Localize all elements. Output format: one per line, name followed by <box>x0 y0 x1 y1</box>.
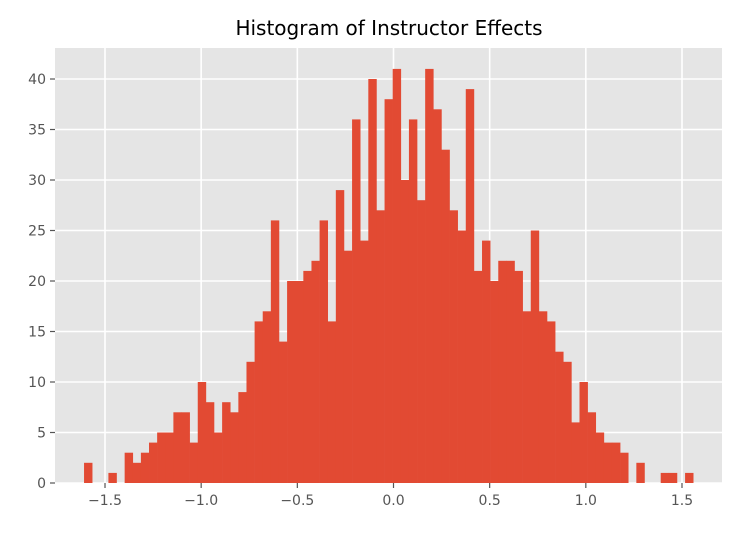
histogram-bar <box>425 68 434 483</box>
histogram-bar <box>603 442 613 483</box>
histogram-bar <box>571 422 580 483</box>
histogram-bar <box>84 462 93 483</box>
y-tick-label: 30 <box>28 173 46 189</box>
histogram-bar <box>319 220 329 483</box>
histogram-bar <box>327 321 337 483</box>
histogram-bar <box>173 412 182 483</box>
histogram-bar <box>352 119 361 483</box>
histogram-bar <box>465 89 475 484</box>
histogram-bar <box>587 412 597 483</box>
x-tick-label: −1.5 <box>88 493 122 509</box>
histogram-bar <box>222 402 231 483</box>
y-tick-label: 15 <box>28 325 46 341</box>
histogram-bar <box>514 270 523 483</box>
histogram-bar <box>685 472 694 483</box>
histogram-bar <box>360 240 369 483</box>
histogram-bar <box>482 240 491 483</box>
x-tick-label: −0.5 <box>280 493 314 509</box>
x-tick-label: −1.0 <box>184 493 218 509</box>
x-axis: −1.5 −1.0 −0.5 0.0 0.5 1.0 1.5 <box>88 483 693 509</box>
histogram-bar <box>246 361 255 483</box>
histogram-bar <box>417 200 426 484</box>
histogram-bar <box>140 452 150 483</box>
bars <box>84 68 694 484</box>
histogram-bar <box>238 392 247 483</box>
histogram-bar <box>181 412 190 483</box>
histogram-bar <box>384 99 393 483</box>
histogram-bar <box>392 68 402 483</box>
histogram-bar <box>668 472 678 483</box>
histogram-bar <box>506 260 515 483</box>
histogram-bar <box>555 351 564 483</box>
histogram-bar <box>408 119 418 483</box>
x-tick-label: 0.0 <box>382 493 404 509</box>
histogram-bar <box>165 432 174 483</box>
y-tick-label: 10 <box>28 375 46 391</box>
histogram-bar <box>457 230 467 483</box>
histogram-bar <box>270 220 280 483</box>
histogram-bar <box>278 341 288 483</box>
y-tick-label: 25 <box>28 224 46 240</box>
histogram-bar <box>538 311 548 483</box>
histogram-bar <box>368 79 377 483</box>
histogram-bar <box>149 442 158 483</box>
histogram-bar <box>660 472 670 483</box>
histogram-bar <box>262 311 272 483</box>
histogram-bar <box>490 281 499 483</box>
histogram-bar <box>530 230 540 483</box>
histogram-bar <box>254 321 264 483</box>
histogram-bar <box>287 281 296 483</box>
histogram-bar <box>311 260 320 483</box>
y-tick-label: 40 <box>28 72 46 88</box>
x-tick-label: 1.5 <box>671 493 693 509</box>
y-axis: 0 5 10 15 20 25 30 35 40 <box>28 72 55 492</box>
histogram-bar <box>230 412 239 483</box>
histogram-bar <box>197 382 207 483</box>
y-tick-label: 35 <box>28 123 46 139</box>
histogram-bar <box>595 432 605 483</box>
x-tick-label: 1.0 <box>575 493 597 509</box>
histogram-bar <box>522 311 532 483</box>
histogram-bar <box>132 462 142 483</box>
y-tick-label: 20 <box>28 274 46 290</box>
histogram-bar <box>547 321 556 483</box>
histogram-bar <box>433 109 442 483</box>
histogram-bar <box>303 270 312 483</box>
histogram-bar <box>189 442 199 483</box>
histogram-bar <box>473 270 483 483</box>
histogram-bar <box>563 361 572 483</box>
histogram-bar <box>376 210 385 483</box>
x-tick-label: 0.5 <box>479 493 501 509</box>
histogram-bar <box>400 180 410 483</box>
histogram-bar <box>620 452 629 483</box>
histogram-bar <box>295 281 304 483</box>
histogram-bar <box>636 462 645 483</box>
histogram-bar <box>213 432 223 483</box>
histogram-bar <box>205 402 215 483</box>
histogram-bar <box>108 472 117 483</box>
y-tick-label: 5 <box>37 426 46 442</box>
histogram-bar <box>449 210 458 483</box>
histogram-bar <box>611 442 621 483</box>
histogram-bar <box>124 452 134 483</box>
y-tick-label: 0 <box>37 476 46 492</box>
histogram-bar <box>157 432 166 483</box>
histogram-bar <box>579 382 588 483</box>
histogram-bar <box>498 260 507 483</box>
histogram-bar <box>335 190 345 483</box>
chart-title: Histogram of Instructor Effects <box>235 16 542 40</box>
histogram-bar <box>343 250 353 483</box>
histogram-bar <box>441 149 450 483</box>
